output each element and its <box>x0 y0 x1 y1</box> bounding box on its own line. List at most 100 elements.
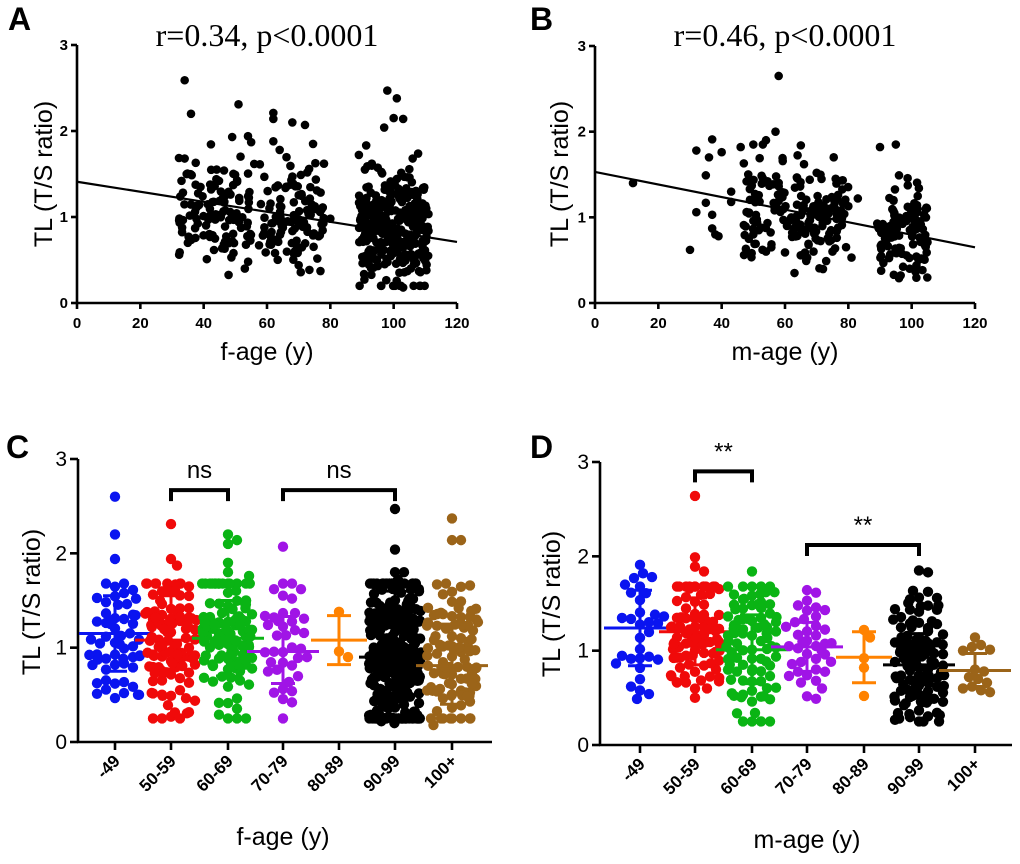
data-point <box>770 682 782 693</box>
data-point <box>742 207 751 217</box>
data-point <box>430 630 441 642</box>
data-point <box>649 609 661 620</box>
data-point <box>383 86 392 95</box>
data-point <box>130 593 142 604</box>
data-point <box>875 142 885 152</box>
data-point <box>904 708 915 720</box>
data-point <box>371 597 382 608</box>
data-point <box>616 650 628 661</box>
data-point <box>316 188 325 197</box>
data-point <box>360 275 369 284</box>
data-point <box>298 627 310 639</box>
data-point <box>471 614 482 625</box>
data-point <box>923 237 932 247</box>
data-point <box>731 666 743 677</box>
data-point <box>392 574 404 585</box>
data-point <box>761 135 771 145</box>
data-point <box>265 657 277 668</box>
data-point <box>231 693 243 704</box>
data-point <box>371 663 382 674</box>
data-point <box>643 651 655 662</box>
data-point <box>118 613 130 625</box>
data-point <box>470 645 481 656</box>
data-point <box>154 595 166 606</box>
data-point <box>342 651 354 663</box>
data-point <box>118 578 130 589</box>
data-point <box>787 228 797 237</box>
data-point <box>821 256 831 266</box>
data-point <box>746 696 758 707</box>
data-point <box>244 578 255 589</box>
data-point <box>362 183 371 192</box>
data-point <box>228 236 237 246</box>
data-point <box>755 602 767 613</box>
data-point <box>216 607 228 619</box>
x-tick-label: 60-69 <box>193 751 237 795</box>
data-point <box>174 684 186 696</box>
panel-a-title: r=0.34, p<0.0001 <box>156 17 379 53</box>
data-point <box>455 713 467 724</box>
data-point <box>905 253 914 263</box>
x-tick-label: 60 <box>777 315 794 332</box>
data-point <box>413 713 425 724</box>
data-point <box>174 611 186 623</box>
data-point <box>357 235 367 244</box>
data-point <box>810 587 822 598</box>
data-point <box>205 232 215 242</box>
data-point <box>725 674 737 685</box>
data-point <box>395 613 406 624</box>
data-point <box>199 617 210 629</box>
data-point <box>813 235 822 245</box>
data-point <box>216 637 228 648</box>
data-point <box>796 224 806 234</box>
data-point <box>801 584 813 596</box>
data-point <box>758 619 770 630</box>
data-point <box>100 684 112 695</box>
data-point <box>933 600 944 611</box>
data-point <box>410 633 421 644</box>
data-point <box>213 709 225 720</box>
data-point <box>246 609 258 620</box>
data-point <box>243 257 253 267</box>
data-point <box>431 579 443 590</box>
data-point <box>937 669 948 680</box>
data-point <box>364 616 375 627</box>
data-point <box>165 690 177 702</box>
data-point <box>922 248 931 257</box>
data-point <box>227 253 236 262</box>
data-point <box>183 603 195 614</box>
data-point <box>810 653 822 665</box>
data-point <box>277 693 289 705</box>
data-point <box>234 675 246 686</box>
data-point <box>701 198 711 208</box>
data-point <box>810 675 822 686</box>
data-point <box>269 108 278 118</box>
data-point <box>375 683 386 695</box>
panel-c-significance: ns ns <box>169 457 397 502</box>
regression-line <box>594 170 976 249</box>
data-point <box>913 204 922 213</box>
data-point <box>888 614 899 625</box>
data-point <box>736 142 745 152</box>
data-point <box>675 612 687 623</box>
x-tick-label: 80-89 <box>829 754 873 798</box>
data-point <box>771 127 780 136</box>
data-point <box>421 620 433 631</box>
data-point <box>277 683 289 695</box>
x-tick-label: 100 <box>381 315 406 332</box>
data-point <box>731 638 743 649</box>
data-point <box>142 647 153 658</box>
data-point <box>414 249 424 259</box>
data-point <box>767 240 776 249</box>
data-point <box>127 618 139 630</box>
data-point <box>196 578 208 589</box>
data-point <box>461 691 473 702</box>
data-point <box>769 586 780 598</box>
data-point <box>127 584 139 596</box>
data-point <box>358 196 368 205</box>
y-tick-label: 1 <box>577 640 589 663</box>
data-point <box>431 620 443 632</box>
data-point <box>149 668 160 679</box>
data-point <box>755 716 767 727</box>
data-point <box>281 183 290 193</box>
